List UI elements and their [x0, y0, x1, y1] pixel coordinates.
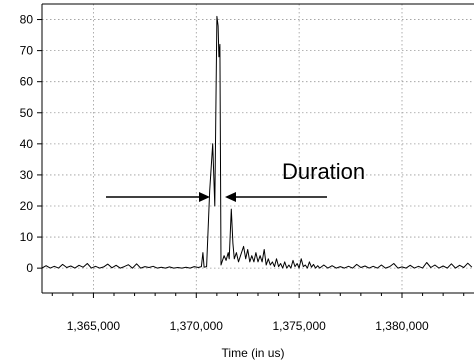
series: [41, 15, 473, 269]
y-tick-label: 40: [20, 137, 34, 151]
right-arrow-head: [225, 192, 236, 202]
duration-label: Duration: [282, 159, 365, 184]
y-tick-label: 0: [26, 261, 33, 275]
y-tick-label: 60: [20, 75, 34, 89]
axes: [37, 3, 474, 298]
x-tick-label: 1,375,000: [272, 319, 326, 333]
x-tick-label: 1,380,000: [375, 319, 429, 333]
y-tick-label: 50: [20, 106, 34, 120]
y-tick-label: 30: [20, 168, 34, 182]
grid: [42, 4, 474, 293]
x-tick-label: 1,370,000: [170, 319, 224, 333]
y-tick-label: 80: [20, 13, 34, 27]
y-tick-label: 70: [20, 44, 34, 58]
y-tick-label: 10: [20, 230, 34, 244]
y-tick-labels: 0 10 20 30 40 50 60 70 80: [20, 13, 34, 276]
x-tick-labels: 1,365,000 1,370,000 1,375,000 1,380,000: [67, 319, 429, 333]
duration-annotation: Duration: [106, 159, 365, 202]
x-tick-label: 1,365,000: [67, 319, 121, 333]
y-tick-label: 20: [20, 199, 34, 213]
x-axis-title: Time (in us): [222, 346, 285, 360]
series-line: [41, 15, 473, 269]
left-arrow-head: [199, 192, 210, 202]
